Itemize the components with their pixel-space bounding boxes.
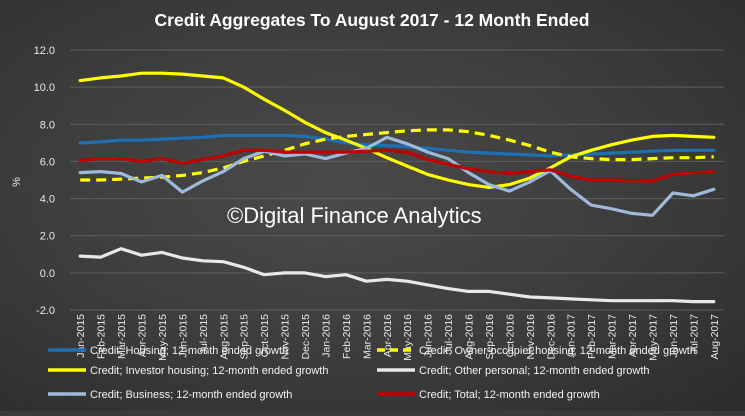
- series-line-1: [80, 128, 714, 182]
- x-tick-label: Oct-2015: [259, 314, 271, 357]
- legend-label-0: Credit; Housing; 12-month ended growth: [90, 345, 288, 357]
- x-tick-label: Dec-2015: [300, 314, 312, 360]
- x-tick-label: Dec-2016: [545, 314, 557, 360]
- chart-title: Credit Aggregates To August 2017 - 12 Mo…: [155, 10, 590, 30]
- series-line-3: [78, 247, 716, 304]
- x-tick-label: Jul-2015: [198, 314, 210, 354]
- x-tick-label: Mar-2016: [361, 314, 373, 359]
- x-tick-label: Aug-2017: [709, 314, 721, 360]
- x-tick-label: Nov-2016: [525, 314, 537, 360]
- x-tick-label: Aug-2015: [218, 314, 230, 360]
- watermark-text: ©Digital Finance Analytics: [227, 203, 482, 228]
- x-tick-label: Feb-2016: [341, 314, 353, 359]
- x-tick-label: Jan-2016: [320, 314, 332, 358]
- y-tick-label: 0.0: [40, 268, 55, 280]
- x-tick-label: Feb-2015: [96, 314, 108, 359]
- y-axis-ticks: 12.0 10.0 8.0 6.0 4.0 2.0 0.0 -2.0: [34, 45, 55, 317]
- x-tick-label: Apr-2017: [627, 314, 639, 357]
- x-tick-label: Oct-2016: [504, 314, 516, 357]
- x-tick-label: May-2017: [647, 314, 659, 361]
- series-line-0: [78, 133, 716, 158]
- x-tick-label: May-2015: [157, 314, 169, 361]
- y-tick-label: 2.0: [40, 231, 55, 243]
- series-lines: [78, 71, 716, 304]
- x-tick-label: Jun-2016: [423, 314, 435, 358]
- y-axis-label: %: [11, 177, 23, 187]
- x-tick-label: Apr-2016: [382, 314, 394, 357]
- x-tick-label: Aug-2016: [464, 314, 476, 360]
- x-tick-label: Sep-2015: [239, 314, 251, 360]
- x-tick-label: Jun-2017: [668, 314, 680, 358]
- x-tick-label: Feb-2017: [586, 314, 598, 359]
- series-line-2: [78, 71, 716, 189]
- x-axis-ticks: Jan-2015 Feb-2015 Mar-2015 Apr-2015 May-2015…: [75, 314, 721, 361]
- y-tick-label: 6.0: [40, 156, 55, 168]
- y-tick-label: -2.0: [36, 305, 55, 317]
- legend-label-1: Credit; Owner-occupier housing; 12-month…: [419, 345, 696, 357]
- x-tick-label: May-2016: [402, 314, 414, 361]
- x-tick-label: Mar-2015: [116, 314, 128, 359]
- series-line-4: [78, 135, 716, 217]
- y-tick-label: 10.0: [34, 82, 55, 94]
- x-tick-label: Jul-2017: [688, 314, 700, 354]
- legend: Credit; Housing; 12-month ended growth Cr…: [48, 345, 696, 401]
- legend-label-2: Credit; Investor housing; 12-month ended…: [90, 365, 328, 377]
- x-tick-label: Apr-2015: [137, 314, 149, 357]
- legend-label-3: Credit; Other personal; 12-month ended g…: [419, 365, 650, 377]
- x-tick-label: Sep-2016: [484, 314, 496, 360]
- y-tick-label: 8.0: [40, 119, 55, 131]
- x-tick-label: Mar-2017: [607, 314, 619, 359]
- x-tick-label: Jun-2015: [177, 314, 189, 358]
- x-tick-label: Jan-2017: [566, 314, 578, 358]
- x-tick-label: Jul-2016: [443, 314, 455, 354]
- y-tick-label: 4.0: [40, 194, 55, 206]
- legend-label-4: Credit; Business; 12-month ended growth: [90, 389, 292, 401]
- x-tick-label: Jan-2015: [75, 314, 87, 358]
- legend-label-5: Credit; Total; 12-month ended growth: [419, 389, 600, 401]
- y-tick-label: 12.0: [34, 45, 55, 57]
- x-tick-label: Nov-2015: [280, 314, 292, 360]
- series-line-5: [78, 148, 716, 183]
